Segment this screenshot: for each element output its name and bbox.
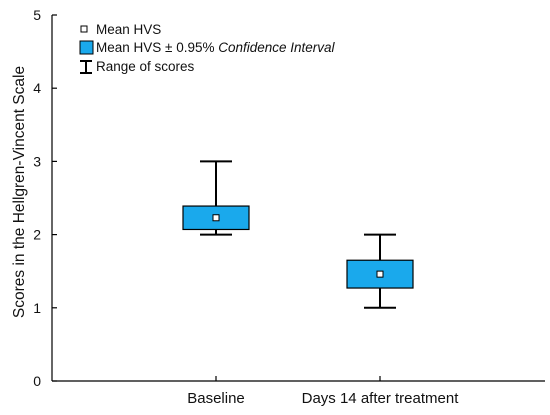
legend: Mean HVS Mean HVS ± 0.95% Confidence Int… xyxy=(79,22,336,74)
mean-marker xyxy=(376,270,384,278)
y-tick-label: 5 xyxy=(33,7,41,23)
legend-mean-marker-icon xyxy=(80,25,88,33)
box-group xyxy=(346,233,414,309)
y-tick-label: 2 xyxy=(33,227,41,243)
legend-ci-box-icon xyxy=(79,40,94,55)
legend-ci-label-italic: Confidence Interval xyxy=(218,40,335,55)
x-category-labels: Baseline Days 14 after treatment xyxy=(187,376,459,407)
legend-range-label: Range of scores xyxy=(96,59,195,74)
legend-ci-label: Mean HVS ± 0.95% Confidence Interval xyxy=(96,40,336,55)
y-tick-label: 0 xyxy=(33,373,41,389)
legend-ci-plusminus: ± xyxy=(165,40,172,55)
box-group xyxy=(182,160,250,236)
y-tick-label: 3 xyxy=(33,153,41,169)
mean-marker xyxy=(212,214,220,222)
y-ticks: 0 1 2 3 4 5 xyxy=(33,7,57,389)
legend-range-whisker-icon xyxy=(80,60,92,74)
legend-mean-label: Mean HVS xyxy=(96,22,161,37)
x-category-label: Days 14 after treatment xyxy=(302,390,460,407)
y-tick-label: 4 xyxy=(33,80,41,96)
legend-ci-label-part: 0.95% xyxy=(172,40,218,55)
y-tick-label: 1 xyxy=(33,300,41,316)
x-category-label: Baseline xyxy=(187,390,245,407)
legend-ci-label-part: Mean HVS xyxy=(96,40,165,55)
y-axis-title: Scores in the Hellgren-Vincent Scale xyxy=(11,66,28,318)
plot-marks xyxy=(182,160,414,309)
